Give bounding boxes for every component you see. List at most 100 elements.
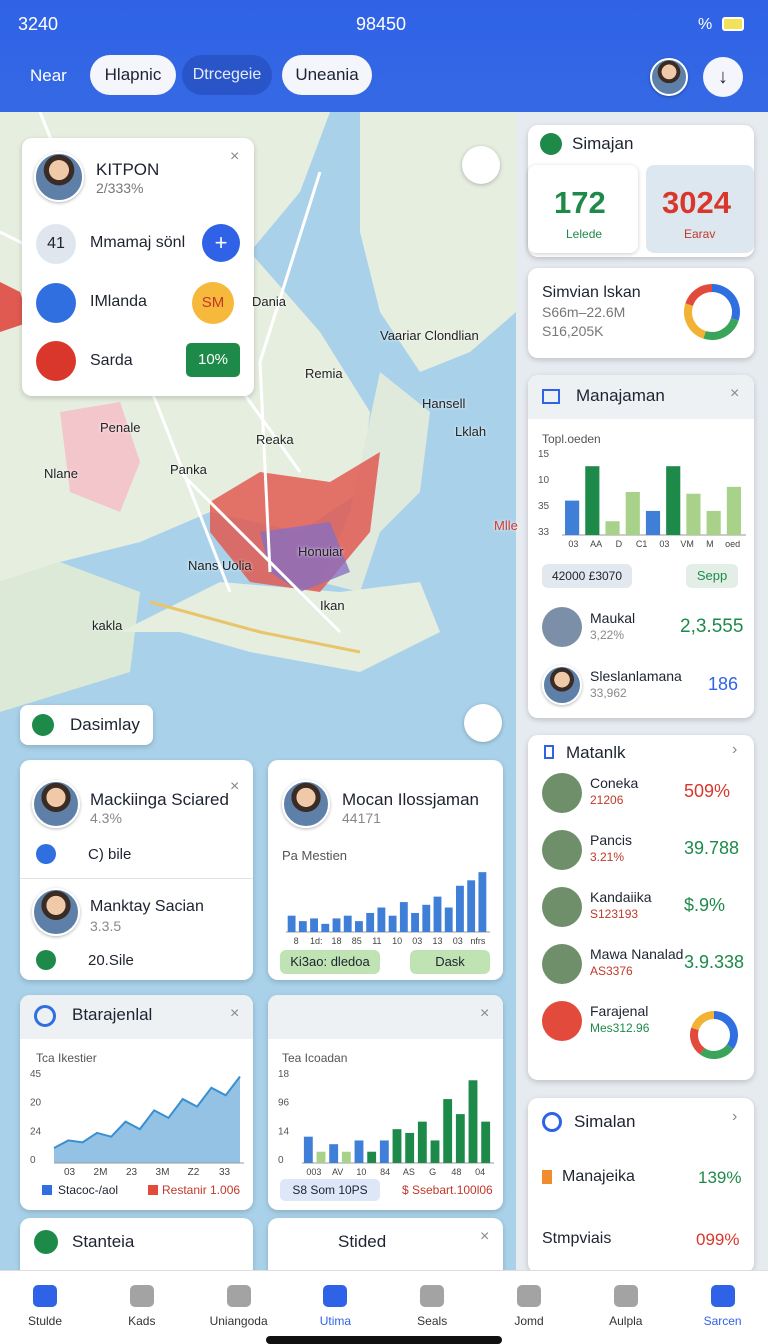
chart-title: Topl.oeden <box>542 432 601 446</box>
donut-segment <box>691 1011 715 1031</box>
map-label: kakla <box>92 618 123 633</box>
avatar[interactable] <box>650 58 688 96</box>
row-badge: 41 <box>36 224 76 264</box>
chart-title: Tea Icoadan <box>282 1051 348 1065</box>
stat-box <box>646 165 754 253</box>
row-name: Mawa Nanalad <box>590 946 684 962</box>
x-tick-label: 11 <box>372 936 381 946</box>
bar <box>411 912 419 932</box>
bar <box>565 500 580 535</box>
row-value: 2,3.555 <box>680 616 744 637</box>
bar <box>321 923 330 932</box>
nav-label[interactable]: Utima <box>319 1314 352 1328</box>
y-tick-label: 24 <box>30 1126 42 1137</box>
nav-icon <box>613 1285 638 1307</box>
bar <box>355 921 363 932</box>
x-tick-label: 48 <box>451 1167 461 1177</box>
x-tick-label: 10 <box>356 1167 366 1177</box>
x-tick-label: VM <box>680 539 694 549</box>
nav-tab[interactable]: Uneania <box>282 55 372 95</box>
button[interactable]: Dask <box>410 950 490 974</box>
bar <box>481 1121 491 1163</box>
bar <box>422 904 431 932</box>
x-tick-label: AV <box>332 1167 343 1177</box>
nav-label[interactable]: Uniangoda <box>209 1314 268 1328</box>
avatar <box>282 780 330 828</box>
icon <box>542 1112 562 1132</box>
row-sub: Mes312.96 <box>590 1021 650 1035</box>
thumb <box>542 607 582 647</box>
x-tick-label: G <box>429 1167 436 1177</box>
chevron[interactable]: › <box>732 741 738 758</box>
row-value: 3.9.338 <box>684 952 745 972</box>
pill[interactable]: Sepp <box>686 564 738 588</box>
card-title: Stanteia <box>72 1232 135 1251</box>
card-header <box>268 995 503 1039</box>
button[interactable]: Ki3ao: dledoa <box>280 950 380 974</box>
nav-label[interactable]: Seals <box>417 1314 448 1328</box>
nav-label[interactable]: Jomd <box>514 1314 544 1328</box>
close-button[interactable]: × <box>480 1005 490 1022</box>
map-control[interactable] <box>464 704 502 742</box>
chart-title: Pa Mestien <box>282 848 348 863</box>
x-tick-label: 3M <box>156 1167 170 1177</box>
icon <box>544 745 554 759</box>
bar <box>329 1144 339 1163</box>
status-center: 98450 <box>356 14 407 34</box>
bar <box>456 885 464 932</box>
stat-box <box>528 165 638 253</box>
row-value: 139% <box>698 1168 742 1187</box>
close-button[interactable]: × <box>480 1228 490 1245</box>
list-card: Simalan › Manajeika 139% Stmpviais 099% <box>528 1098 754 1273</box>
close-button[interactable]: × <box>230 1005 240 1022</box>
nav-tab[interactable]: Dtrcegeie <box>182 55 272 95</box>
summary-line: S16,205K <box>542 323 604 339</box>
close-button[interactable]: × <box>730 385 740 402</box>
nav-icon <box>129 1285 154 1307</box>
row-label: Sarda <box>90 352 133 369</box>
x-tick-label: 23 <box>126 1167 138 1177</box>
thumb <box>542 830 582 870</box>
map-control[interactable] <box>462 146 500 184</box>
x-tick-label: oed <box>725 539 740 549</box>
bar <box>666 466 681 535</box>
card-title: Manajaman <box>576 386 665 405</box>
donut-segment <box>713 1011 738 1050</box>
map-popup: KITPON 2/333% × 41 Mmamaj sönl + IMlanda… <box>22 138 254 396</box>
card-title: Mocan Ilossjaman <box>342 790 480 809</box>
legend-label: $ Ssebart.100l06 <box>402 1183 493 1197</box>
x-tick-label: 1d: <box>310 936 323 946</box>
bar <box>287 915 296 932</box>
card-title: Simalan <box>574 1112 636 1131</box>
close-button[interactable]: × <box>230 148 240 165</box>
avatar <box>542 665 582 705</box>
bar <box>443 1099 453 1163</box>
x-tick-label: 10 <box>392 936 402 946</box>
legend-swatch <box>148 1185 158 1195</box>
row-name: Sleslanlamana <box>590 668 682 684</box>
add-button[interactable]: + <box>202 224 240 262</box>
close-button[interactable]: × <box>230 778 240 795</box>
map-label: Hansell <box>422 396 466 411</box>
nav-label[interactable]: Aulpla <box>609 1314 643 1328</box>
nav-label[interactable]: Stulde <box>27 1314 63 1328</box>
stats-card: Simajan 172 Lelede 3024 Earav <box>528 125 754 257</box>
nav-label[interactable]: Kads <box>128 1314 156 1328</box>
donut-segment <box>699 1044 734 1059</box>
nav-label[interactable]: Sarcen <box>703 1314 742 1328</box>
nav-icon <box>517 1285 541 1307</box>
icon <box>36 844 56 864</box>
pill[interactable]: 42000 £3070 <box>542 564 632 588</box>
row-badge: SM <box>192 282 234 324</box>
download-button[interactable]: ↓ <box>703 57 743 97</box>
y-tick-label: 35 <box>538 501 550 512</box>
x-tick-label: 33 <box>219 1167 231 1177</box>
icon <box>542 1170 552 1184</box>
map-label: Vaariar Clondlian <box>380 328 479 343</box>
chevron[interactable]: › <box>732 1108 738 1125</box>
home-indicator <box>266 1336 502 1344</box>
x-tick-label: C1 <box>636 539 648 549</box>
summary-line: S66m–22.6M <box>542 304 626 320</box>
nav-tab[interactable]: Hlapnic <box>90 55 176 95</box>
map-button[interactable]: Dasimlay <box>20 705 153 745</box>
